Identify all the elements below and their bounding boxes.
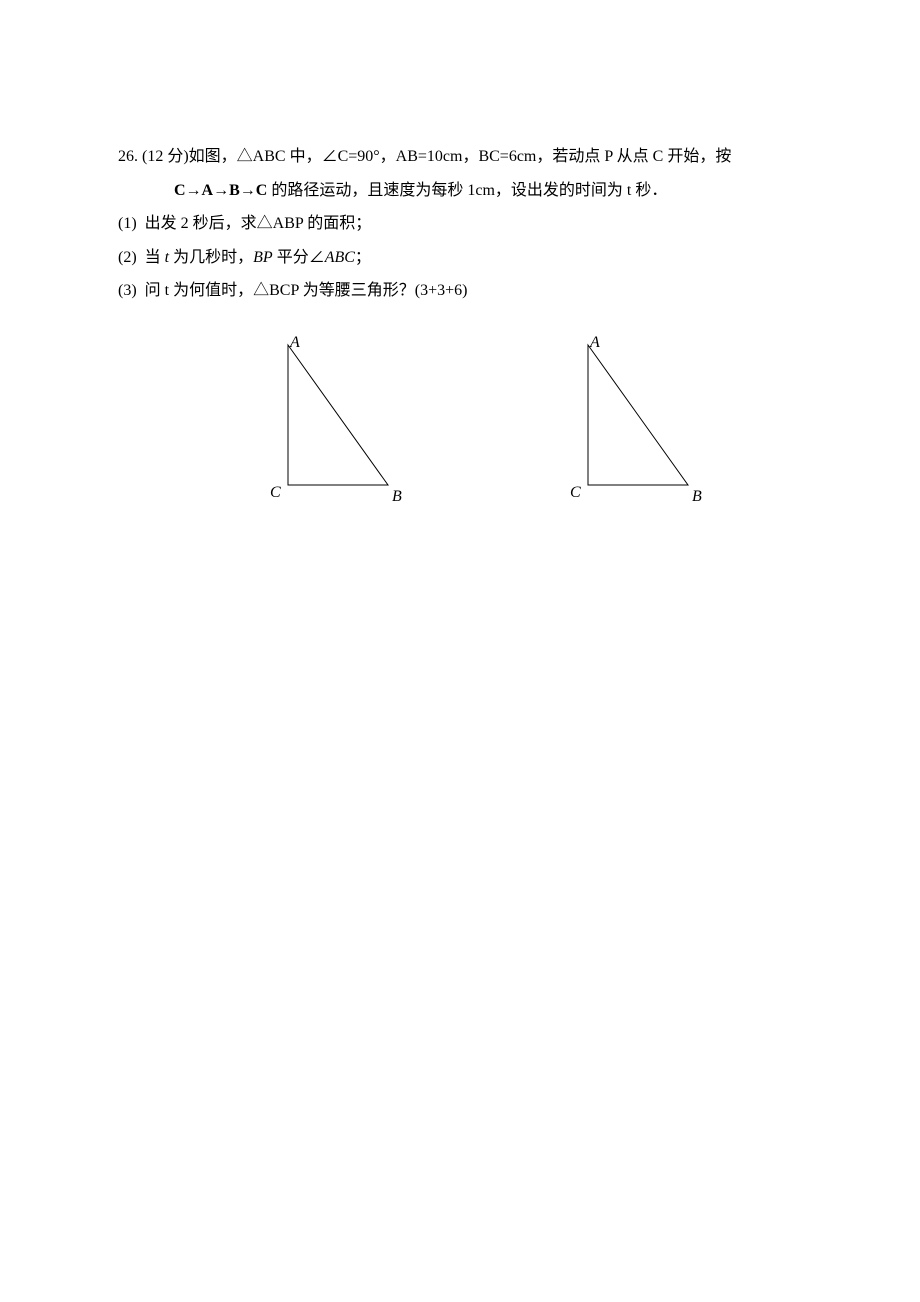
- sub-question-3: (3) 问 t 为何值时，△BCP 为等腰三角形？(3+3+6): [118, 274, 802, 308]
- sub3-prefix: (3): [118, 282, 137, 299]
- sub2-c: 平分∠: [273, 249, 325, 266]
- label-A-1: A: [290, 326, 300, 360]
- figures-row: A C B A C B: [118, 340, 802, 500]
- label-B-1: B: [392, 480, 402, 514]
- triangle-path-2: [588, 345, 688, 485]
- label-C-2: C: [570, 476, 581, 510]
- sub2-abc: ABC: [325, 249, 355, 266]
- sub2-bp: BP: [253, 249, 273, 266]
- triangle-figure-2: A C B: [558, 340, 708, 500]
- path-bold: C→A→B→C: [174, 182, 267, 199]
- sub2-b: 为几秒时，: [169, 249, 253, 266]
- label-A-2: A: [590, 326, 600, 360]
- problem-points: (12 分): [142, 148, 189, 165]
- sub3-text: 问 t 为何值时，△BCP 为等腰三角形？(3+3+6): [145, 282, 468, 299]
- intro-line-1: 26. (12 分)如图，△ABC 中，∠C=90°，AB=10cm，BC=6c…: [118, 140, 802, 174]
- intro-text-1: 如图，△ABC 中，∠C=90°，AB=10cm，BC=6cm，若动点 P 从点…: [189, 148, 732, 165]
- triangle-path-1: [288, 345, 388, 485]
- problem-number: 26.: [118, 148, 138, 165]
- label-B-2: B: [692, 480, 702, 514]
- sub2-d: ；: [355, 249, 371, 266]
- intro-line-2: C→A→B→C 的路径运动，且速度为每秒 1cm，设出发的时间为 t 秒．: [118, 174, 802, 208]
- intro-text-2: 的路径运动，且速度为每秒 1cm，设出发的时间为 t 秒．: [267, 182, 667, 199]
- sub-question-2: (2) 当 t 为几秒时，BP 平分∠ABC；: [118, 241, 802, 275]
- sub2-prefix: (2): [118, 249, 137, 266]
- problem-intro: 26. (12 分)如图，△ABC 中，∠C=90°，AB=10cm，BC=6c…: [118, 140, 802, 207]
- sub1-text: 出发 2 秒后，求△ABP 的面积；: [145, 215, 372, 232]
- label-C-1: C: [270, 476, 281, 510]
- sub-question-1: (1) 出发 2 秒后，求△ABP 的面积；: [118, 207, 802, 241]
- triangle-figure-1: A C B: [258, 340, 408, 500]
- sub1-prefix: (1): [118, 215, 137, 232]
- sub2-a: 当: [145, 249, 165, 266]
